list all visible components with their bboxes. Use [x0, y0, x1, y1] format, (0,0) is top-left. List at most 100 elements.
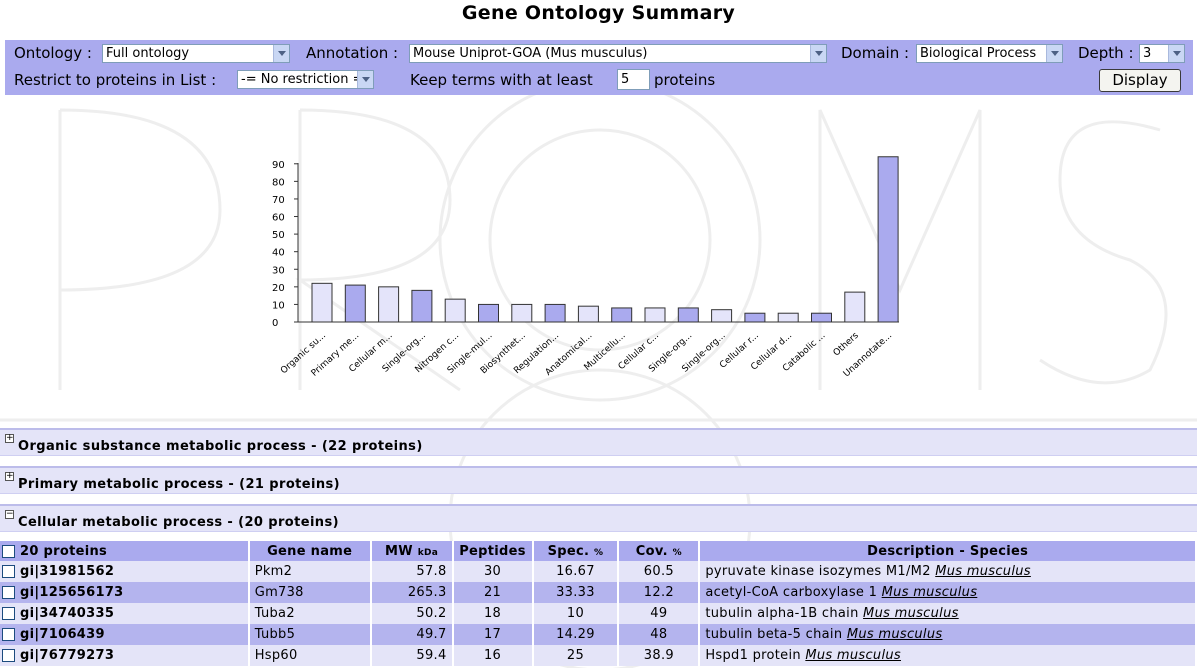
mw-value: 50.2	[370, 603, 454, 624]
description-cell: tubulin alpha-1B chain Mus musculus	[699, 603, 1197, 624]
section-cellular-metabolic[interactable]: − Cellular metabolic process - (20 prote…	[0, 504, 1197, 532]
ontology-select[interactable]: Full ontology	[102, 44, 290, 63]
bar[interactable]	[344, 284, 366, 323]
bar[interactable]	[844, 291, 866, 323]
y-tick-label: 50	[272, 230, 285, 241]
bar[interactable]	[811, 312, 832, 323]
protein-table: 20 proteins Gene name MW kDa Peptides Sp…	[0, 541, 1197, 666]
bar[interactable]	[744, 312, 766, 323]
min-proteins-input[interactable]: 5	[617, 69, 650, 90]
spec-value: 16.67	[532, 561, 620, 582]
cov-value: 12.2	[618, 582, 701, 603]
bar[interactable]	[877, 156, 899, 323]
bar[interactable]	[444, 298, 466, 323]
select-all-checkbox[interactable]	[2, 544, 15, 558]
section-primary-metabolic[interactable]: + Primary metabolic process - (21 protei…	[0, 466, 1197, 494]
y-tick-label: 30	[272, 265, 285, 276]
bar[interactable]	[544, 303, 566, 323]
species-link[interactable]: Mus musculus	[863, 606, 959, 621]
species-link[interactable]: Mus musculus	[846, 627, 943, 642]
spec-value: 25	[532, 645, 620, 666]
protein-id[interactable]: gi|7106439	[20, 627, 105, 642]
expand-icon[interactable]: +	[5, 471, 14, 481]
header-mw[interactable]: MW kDa	[370, 541, 454, 561]
domain-select[interactable]: Biological Process	[916, 44, 1063, 63]
header-cov[interactable]: Cov. %	[618, 541, 701, 561]
row-checkbox[interactable]	[2, 649, 15, 662]
gene-name: Hsp60	[248, 645, 372, 666]
restrict-select[interactable]: -= No restriction =-	[237, 70, 374, 89]
protein-id[interactable]: gi|31981562	[20, 564, 115, 579]
protein-id-cell: gi|76779273	[0, 645, 250, 666]
y-tick-label: 40	[272, 248, 285, 259]
protein-id[interactable]: gi|76779273	[20, 648, 115, 663]
species-link[interactable]: Mus musculus	[805, 648, 901, 663]
bar[interactable]	[478, 303, 499, 323]
header-description[interactable]: Description - Species	[699, 541, 1197, 561]
table-row: gi|7106439 Tubb5 49.7 17 14.29 48 tubulin beta…	[0, 624, 1197, 645]
depth-select[interactable]: 3	[1139, 44, 1185, 63]
row-checkbox[interactable]	[2, 586, 15, 599]
row-checkbox[interactable]	[2, 607, 15, 620]
section-organic-substance[interactable]: + Organic substance metabolic process - …	[0, 428, 1197, 456]
peptides-value: 21	[452, 582, 534, 603]
gene-name: Tuba2	[248, 603, 372, 624]
mw-value: 59.4	[370, 645, 454, 666]
bar[interactable]	[611, 307, 633, 323]
protein-id[interactable]: gi|34740335	[20, 606, 115, 621]
description-cell: tubulin beta-5 chain Mus musculus	[699, 624, 1197, 645]
section-title: Organic substance metabolic process - (2…	[18, 439, 423, 454]
bar[interactable]	[577, 305, 599, 323]
depth-select-value: 3	[1143, 46, 1152, 61]
depth-label: Depth :	[1078, 44, 1134, 62]
annotation-label: Annotation :	[306, 44, 399, 62]
species-link[interactable]: Mus musculus	[881, 585, 978, 600]
expand-icon[interactable]: +	[5, 433, 14, 443]
description-text: acetyl-CoA carboxylase 1	[705, 585, 878, 600]
collapse-icon[interactable]: −	[5, 509, 14, 519]
mw-value: 265.3	[370, 582, 454, 603]
header-cov-label: Cov.	[635, 543, 668, 559]
domain-label: Domain :	[841, 44, 910, 62]
bar[interactable]	[411, 289, 433, 323]
y-tick-label: 20	[272, 283, 285, 294]
bar[interactable]	[677, 307, 699, 323]
bar[interactable]	[777, 312, 799, 323]
table-row: gi|31981562 Pkm2 57.8 30 16.67 60.5 pyruvate k…	[0, 561, 1197, 582]
description-text: Hspd1 protein	[705, 648, 801, 663]
species-link[interactable]: Mus musculus	[935, 564, 1031, 579]
bar[interactable]	[644, 307, 666, 323]
bar[interactable]	[311, 282, 333, 323]
ontology-label: Ontology :	[14, 44, 92, 62]
description-cell: pyruvate kinase isozymes M1/M2 Mus muscu…	[699, 561, 1197, 582]
bar[interactable]	[711, 309, 733, 323]
y-tick-label: 10	[272, 300, 285, 311]
chevron-down-icon	[1168, 45, 1184, 62]
cov-value: 38.9	[618, 645, 701, 666]
cov-value: 60.5	[618, 561, 701, 582]
description-cell: Hspd1 protein Mus musculus	[699, 645, 1197, 666]
header-count: 20 proteins	[0, 541, 250, 561]
header-cov-unit: %	[672, 547, 682, 558]
table-header-row: 20 proteins Gene name MW kDa Peptides Sp…	[0, 541, 1197, 561]
y-tick-label: 80	[272, 177, 285, 188]
mw-value: 57.8	[370, 561, 454, 582]
y-tick-label: 60	[272, 213, 285, 224]
row-checkbox[interactable]	[2, 628, 15, 641]
annotation-select[interactable]: Mouse Uniprot-GOA (Mus musculus)	[409, 44, 827, 63]
header-gene-name[interactable]: Gene name	[248, 541, 372, 561]
bar[interactable]	[511, 303, 533, 323]
y-tick-label: 0	[272, 318, 278, 329]
header-spec[interactable]: Spec. %	[532, 541, 620, 561]
bar[interactable]	[378, 286, 400, 323]
header-peptides[interactable]: Peptides	[452, 541, 534, 561]
table-row: gi|76779273 Hsp60 59.4 16 25 38.9 Hspd1 protei…	[0, 645, 1197, 666]
header-mw-label: MW	[384, 543, 413, 559]
display-button[interactable]: Display	[1099, 69, 1181, 92]
chevron-down-icon	[1046, 45, 1062, 62]
protein-id[interactable]: gi|125656173	[20, 585, 124, 600]
row-checkbox[interactable]	[2, 565, 15, 578]
peptides-value: 17	[452, 624, 534, 645]
restrict-label: Restrict to proteins in List :	[14, 71, 217, 89]
